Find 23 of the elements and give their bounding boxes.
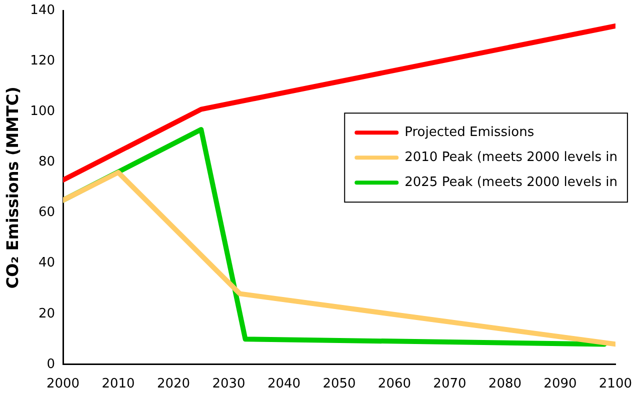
x-tick-label: 2070 — [433, 376, 466, 392]
y-axis-title: CO₂ Emissions (MMTC) — [2, 86, 22, 289]
x-tick-label: 2030 — [212, 376, 246, 392]
x-tick-label: 2020 — [156, 376, 190, 392]
legend-label: Projected Emissions — [404, 124, 534, 140]
y-tick-label: 20 — [38, 306, 56, 322]
x-tick-label: 2060 — [378, 376, 412, 392]
x-tick-label: 2050 — [322, 376, 356, 392]
y-tick-label: 40 — [38, 256, 56, 271]
x-tick-label: 2090 — [544, 376, 577, 392]
y-tick-label: 100 — [30, 104, 56, 120]
y-tick-label: 120 — [30, 54, 56, 69]
y-tick-label: 140 — [30, 3, 56, 18]
y-tick-label: 80 — [38, 154, 56, 170]
x-tick-label: 2040 — [267, 376, 301, 392]
x-tick-label: 2100 — [598, 376, 632, 392]
legend-label: 2025 Peak (meets 2000 levels in — [404, 174, 618, 190]
x-tick-label: 2080 — [488, 376, 522, 392]
x-tick-label: 2010 — [102, 376, 135, 392]
legend-label: 2010 Peak (meets 2000 levels in — [404, 150, 618, 165]
y-tick-label: 0 — [46, 356, 56, 372]
y-tick-label: 60 — [38, 205, 56, 220]
x-tick-label: 2000 — [46, 376, 80, 392]
